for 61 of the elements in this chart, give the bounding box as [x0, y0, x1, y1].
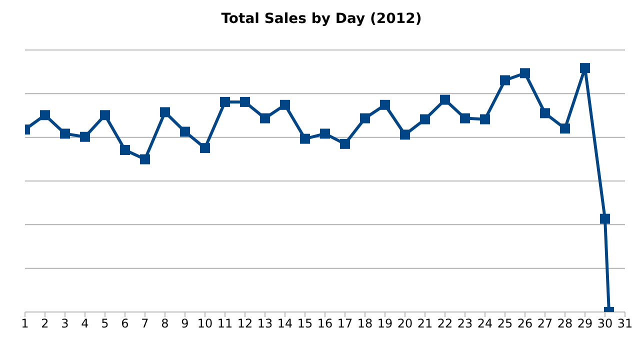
x-tick-label: 9 [181, 316, 189, 331]
x-tick-label: 20 [397, 316, 413, 331]
x-tick-label: 29 [577, 316, 593, 331]
point [40, 110, 50, 120]
point [120, 145, 130, 156]
x-tick-label: 30 [597, 316, 613, 331]
x-tick-label: 18 [357, 316, 373, 331]
point [540, 108, 550, 118]
x-tick-label: 23 [457, 316, 473, 331]
point [600, 214, 610, 224]
x-tick-label: 28 [557, 316, 573, 331]
x-tick-label: 7 [141, 316, 149, 331]
x-tick-label: 26 [517, 316, 533, 331]
x-tick-label: 1 [21, 316, 29, 331]
point [520, 68, 530, 78]
x-tick-label: 31 [617, 316, 633, 331]
x-tick-label: 2 [41, 316, 49, 331]
point [260, 113, 270, 124]
x-tick-label: 16 [317, 316, 333, 331]
point [460, 113, 470, 124]
point [480, 114, 490, 124]
chart-title: Total Sales by Day (2012) [220, 10, 423, 29]
x-tick-label: 10 [197, 316, 213, 331]
x-tick-label: 24 [477, 316, 493, 331]
x-tick-label: 19 [377, 316, 393, 331]
point [420, 114, 430, 124]
point [160, 107, 170, 118]
point [320, 128, 330, 139]
point [200, 143, 210, 154]
point [560, 124, 570, 134]
x-tick-label: 8 [161, 316, 169, 331]
point [80, 132, 90, 142]
x-tick-label: 13 [257, 316, 273, 331]
x-tick-label: 4 [81, 316, 89, 331]
x-tick-label: 6 [121, 316, 129, 331]
point [580, 63, 590, 74]
x-tick-label: 22 [437, 316, 453, 331]
x-tick-label: 21 [417, 316, 433, 331]
point [220, 96, 230, 107]
point [280, 100, 290, 110]
point [240, 96, 250, 107]
x-tick-label: 11 [217, 316, 233, 331]
point [360, 113, 370, 124]
point [380, 100, 390, 110]
point [180, 126, 190, 137]
x-tick-label: 3 [61, 316, 69, 331]
x-tick-label: 25 [497, 316, 513, 331]
point [440, 94, 450, 105]
x-tick-label: 12 [237, 316, 253, 331]
x-tick-label: 5 [101, 316, 109, 331]
x-tick-label: 15 [297, 316, 313, 331]
point [400, 130, 410, 140]
point [340, 138, 350, 149]
point [500, 75, 510, 86]
point [300, 134, 310, 144]
point [100, 110, 110, 120]
point [140, 154, 150, 164]
x-tick-label: 14 [277, 316, 293, 331]
x-tick-label: 27 [537, 316, 553, 331]
point [60, 128, 70, 139]
x-tick-label: 17 [337, 316, 353, 331]
